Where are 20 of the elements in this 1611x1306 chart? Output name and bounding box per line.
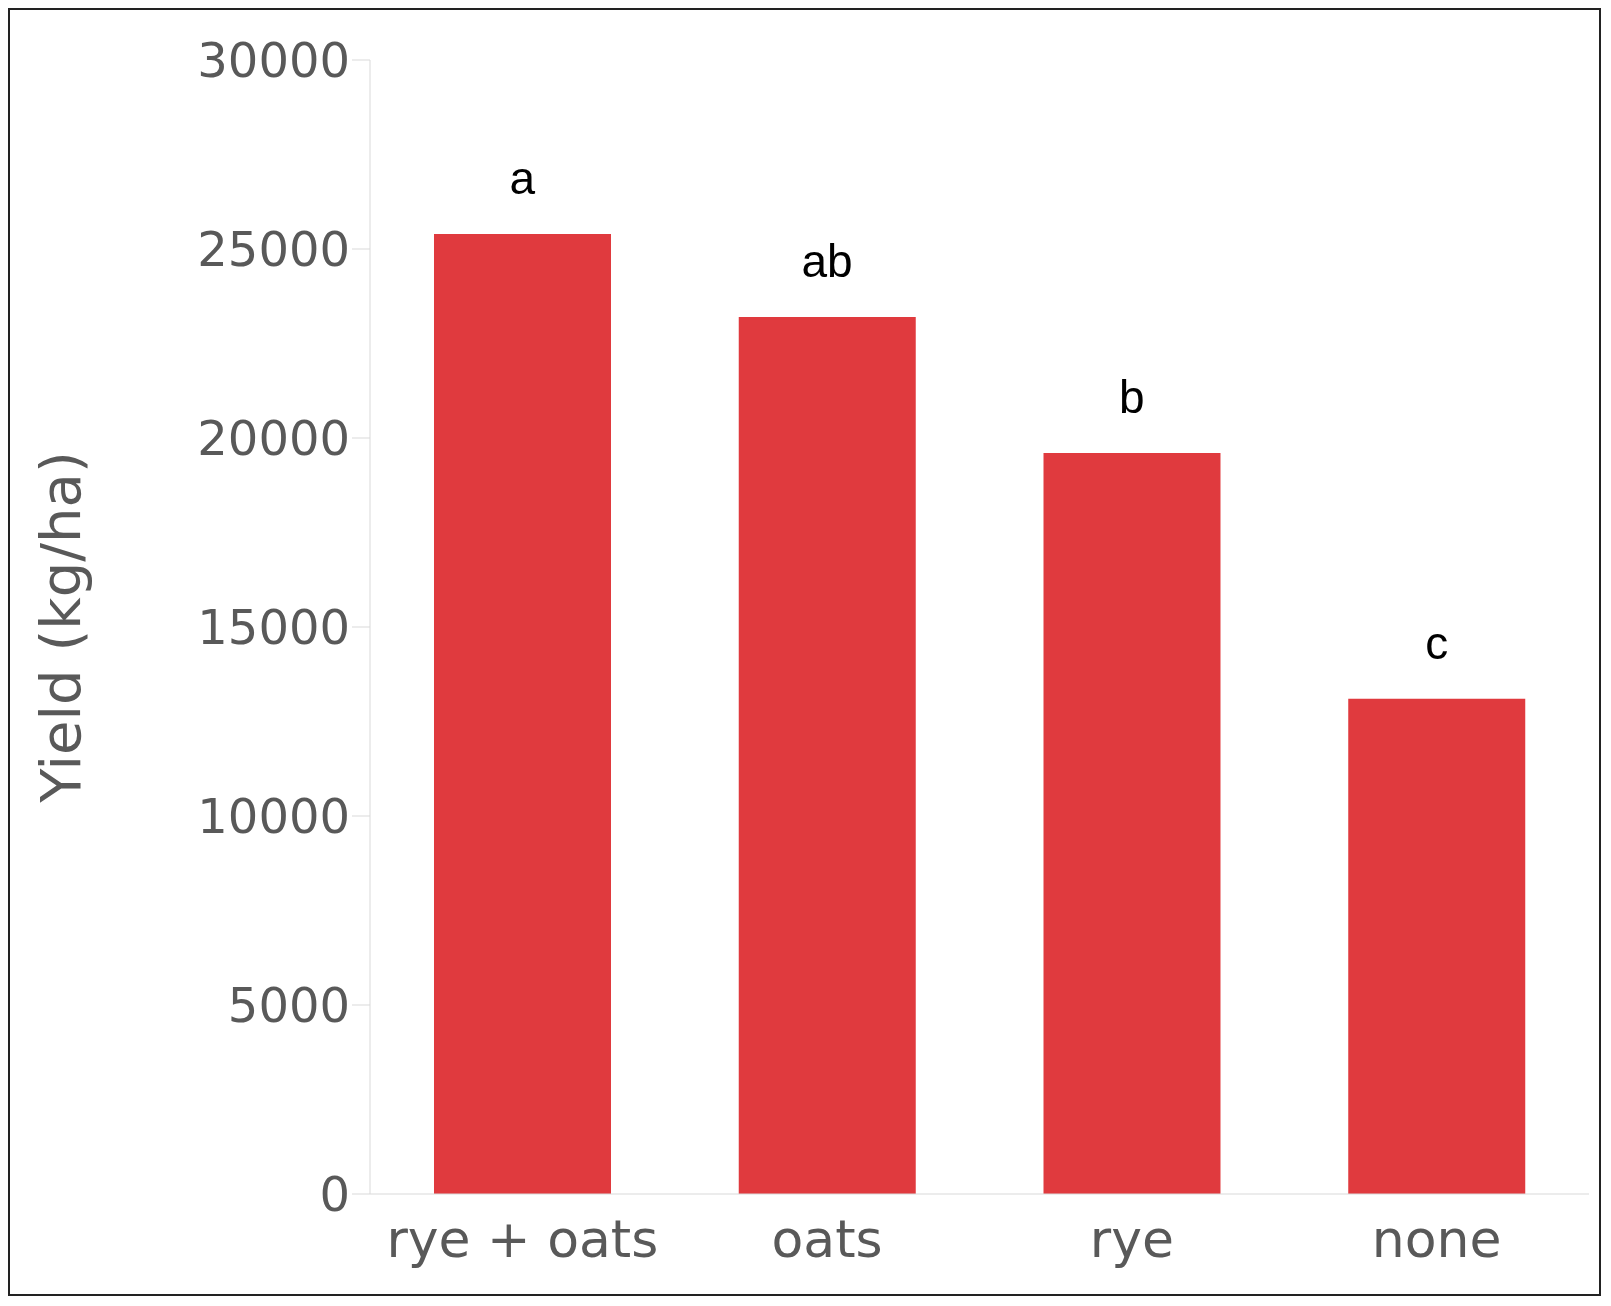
y-tick-label: 10000 — [197, 788, 350, 845]
y-axis-title: Yield (kg/ha) — [27, 451, 93, 804]
y-tick-label: 5000 — [227, 977, 350, 1034]
annotation: b — [1119, 371, 1145, 424]
bar — [434, 233, 611, 1194]
y-tick-label: 15000 — [197, 599, 350, 656]
bar — [738, 317, 916, 1194]
y-tick-label: 0 — [319, 1166, 350, 1223]
annotation: ab — [801, 235, 853, 288]
y-tick-label: 30000 — [197, 32, 350, 89]
x-tick-label: rye — [1089, 1208, 1174, 1269]
bar — [1348, 698, 1526, 1194]
y-tick-label: 20000 — [197, 410, 350, 467]
x-tick-label: oats — [771, 1208, 883, 1269]
annotation: c — [1425, 616, 1449, 669]
annotation: a — [509, 151, 536, 204]
y-tick-label: 25000 — [197, 221, 350, 278]
bar — [1043, 453, 1221, 1194]
x-tick-label: none — [1371, 1208, 1502, 1269]
x-tick-label: rye + oats — [386, 1208, 659, 1269]
